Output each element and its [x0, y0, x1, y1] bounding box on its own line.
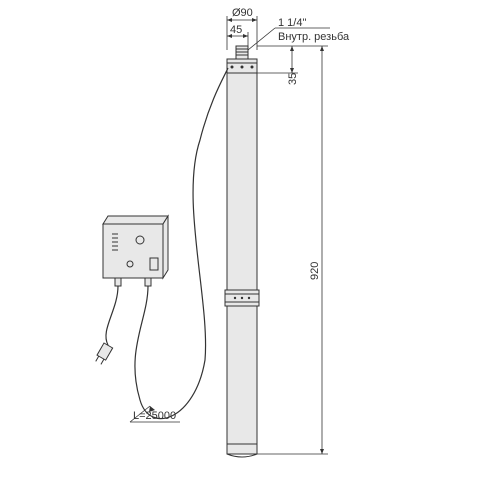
dim-head-height: 35	[287, 46, 299, 85]
pump-technical-drawing: Ø90 45 1 1/4" Внутр. резьба	[0, 0, 500, 500]
diameter-label: Ø90	[232, 7, 253, 19]
cable-length-callout: L=25000	[130, 406, 180, 422]
control-box	[103, 216, 168, 286]
dim-body-height: 920	[309, 46, 324, 454]
thread-desc: Внутр. резьба	[278, 31, 350, 43]
pump-bottom-cap	[227, 444, 257, 457]
thread-label: 1 1/4"	[278, 17, 306, 29]
pump-top-cap	[227, 59, 257, 73]
pump-coupling	[225, 290, 259, 306]
top-offset-label: 45	[230, 24, 242, 36]
plug-cable	[94, 286, 118, 365]
cable-length-label: L=25000	[133, 410, 176, 422]
thread-callout: 1 1/4" Внутр. резьба	[248, 17, 350, 50]
pump-thread	[236, 46, 248, 59]
head-height-label: 35	[287, 73, 299, 85]
pump-lower-body	[227, 306, 257, 444]
pump-upper-body	[227, 73, 257, 290]
body-height-label: 920	[309, 262, 321, 280]
